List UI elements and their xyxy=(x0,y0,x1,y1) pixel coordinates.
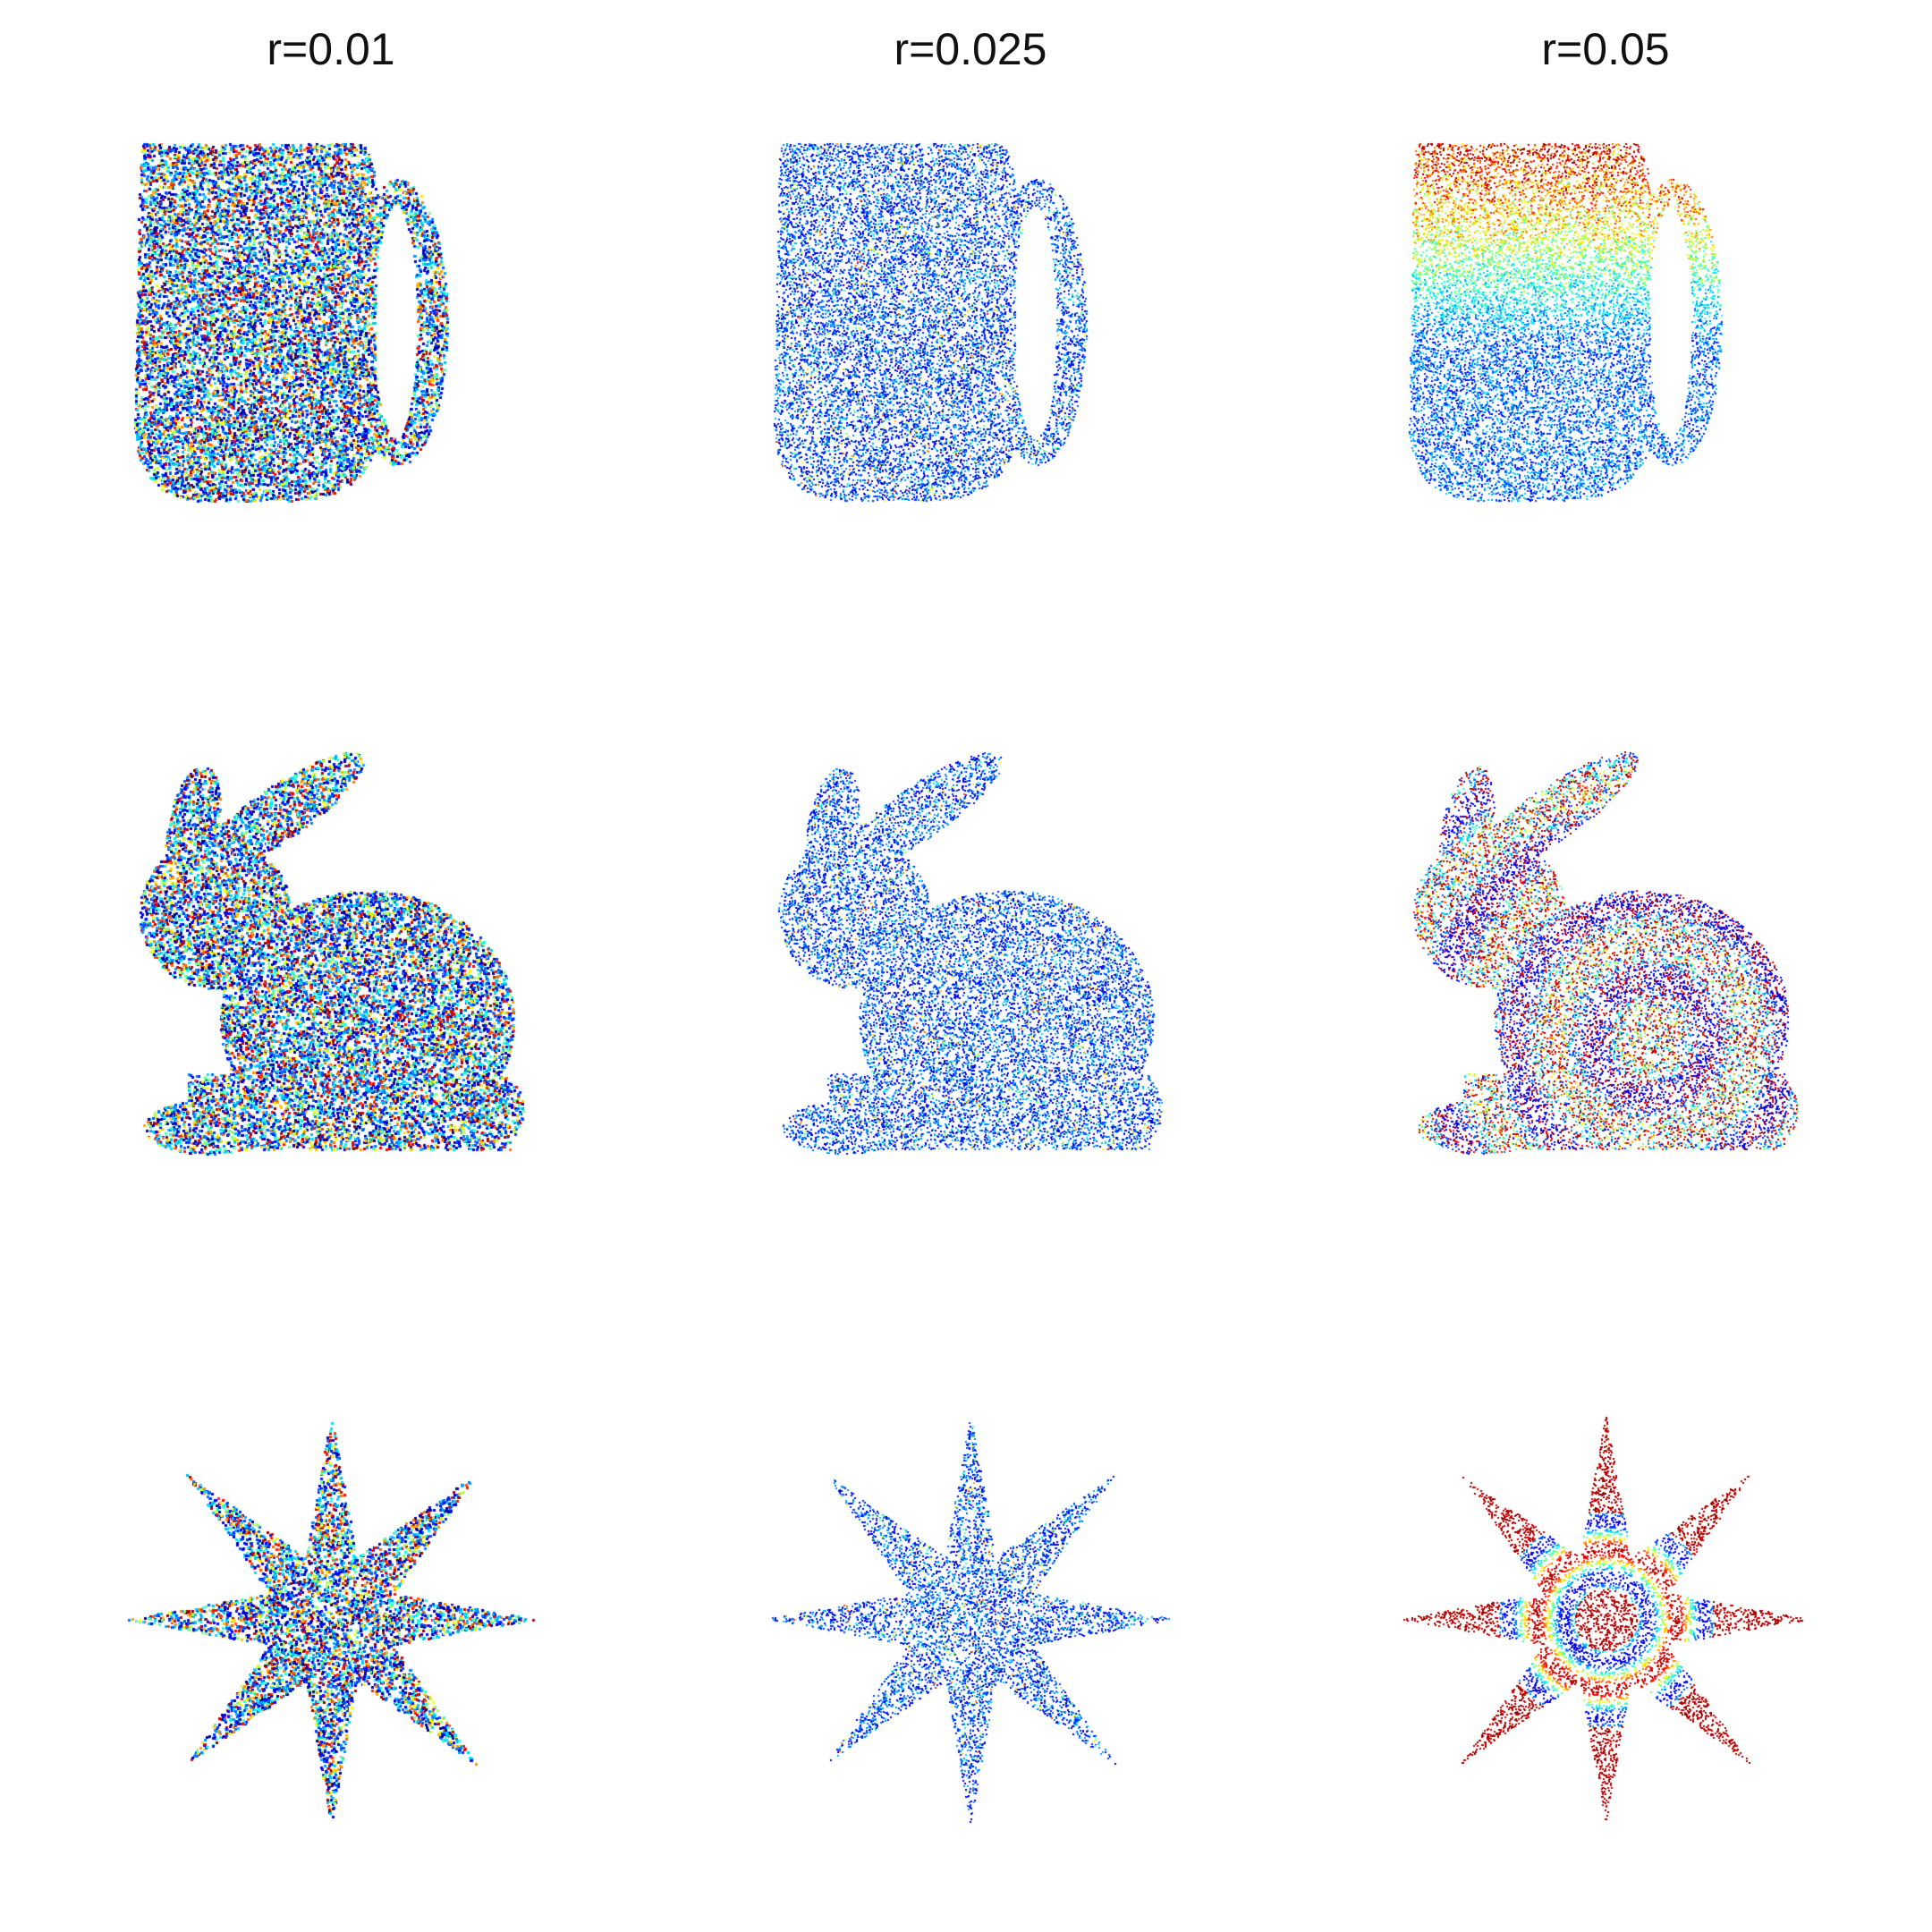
panel-bunny-r005 xyxy=(1382,751,1829,1199)
column-title-3: r=0.05 xyxy=(1541,24,1670,74)
panel-mug-r001 xyxy=(107,107,555,555)
panel-mug-r0025 xyxy=(747,107,1194,555)
panel-bunny-r001 xyxy=(107,751,555,1199)
panel-star-r0025 xyxy=(747,1395,1194,1843)
panel-mug-r005 xyxy=(1382,107,1829,555)
column-title-1: r=0.01 xyxy=(267,24,395,74)
panel-star-r001 xyxy=(107,1395,555,1843)
panel-star-r005 xyxy=(1382,1395,1829,1843)
panel-bunny-r0025 xyxy=(747,751,1194,1199)
column-title-2: r=0.025 xyxy=(894,24,1047,74)
